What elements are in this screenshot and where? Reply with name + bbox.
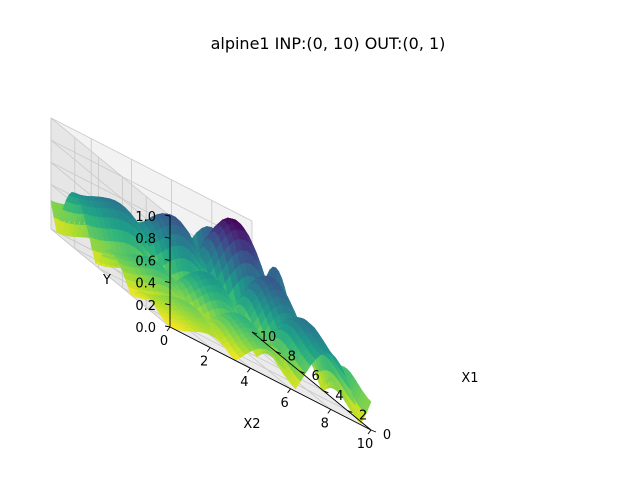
x-axis-label: X1: [461, 371, 478, 386]
x-tick-label: 6: [311, 369, 319, 384]
x-tick-mark: [275, 351, 281, 355]
z-tick-mark: [164, 258, 171, 261]
z-gridline: [50, 117, 253, 222]
y-axis-line: [169, 326, 372, 431]
y-axis-label: X2: [243, 417, 260, 432]
z-tick-label: 0.2: [135, 299, 156, 314]
axis-lines: [169, 216, 372, 431]
y-tick-label: 0: [160, 334, 168, 349]
z-tick-mark: [164, 236, 171, 239]
x-tick-label: 10: [260, 330, 277, 345]
z-tick-mark: [164, 281, 171, 284]
x-axis-line: [251, 331, 372, 431]
x-tick-label: 4: [335, 389, 343, 404]
x-tick-label: 2: [359, 408, 367, 423]
z-tick-mark: [164, 325, 171, 328]
z-tick-label: 1.0: [135, 210, 156, 225]
z-axis-label: Y: [102, 273, 111, 288]
y-tick-label: 10: [357, 437, 374, 452]
y-tick-label: 6: [280, 396, 288, 411]
z-tick-label: 0.4: [135, 277, 156, 292]
x-tick-mark: [370, 429, 377, 433]
y-tick-mark: [247, 367, 251, 373]
y-tick-mark: [206, 347, 211, 352]
x-tick-label: 8: [288, 350, 296, 365]
chart-title: alpine1 INP:(0, 10) OUT:(0, 1): [211, 34, 446, 53]
surface-facet: [362, 398, 372, 415]
y-tick-label: 2: [200, 355, 208, 370]
z-tick-label: 0.0: [135, 321, 156, 336]
y-tick-mark: [166, 326, 171, 332]
z-gridline: [50, 139, 253, 244]
y-tick-mark: [327, 409, 332, 414]
x-tick-mark: [323, 390, 329, 394]
z-tick-mark: [164, 214, 171, 217]
z-tick-label: 0.8: [135, 232, 156, 247]
z-tick-mark: [164, 303, 171, 306]
x-tick-mark: [347, 409, 353, 413]
surface-plot: [50, 191, 372, 424]
x-tick-mark: [251, 331, 258, 335]
x-tick-label: 0: [383, 428, 391, 443]
y-tick-mark: [287, 388, 291, 394]
y-tick-label: 8: [321, 416, 329, 431]
y-tick-mark: [367, 429, 372, 435]
z-tick-label: 0.6: [135, 254, 156, 269]
x-tick-mark: [299, 370, 305, 374]
y-tick-label: 4: [240, 375, 248, 390]
